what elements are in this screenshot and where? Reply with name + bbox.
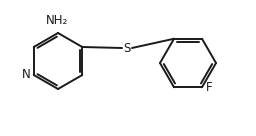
Text: S: S — [123, 41, 131, 55]
Text: NH₂: NH₂ — [46, 14, 68, 27]
Text: N: N — [22, 69, 31, 81]
Text: F: F — [206, 81, 213, 94]
